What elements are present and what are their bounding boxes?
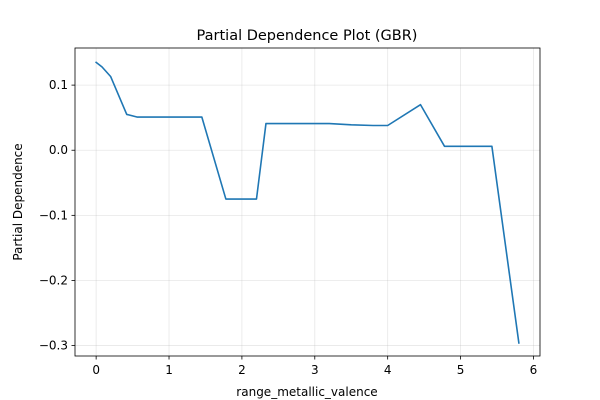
data-point (256, 198, 258, 200)
data-point (328, 123, 330, 125)
x-tick-label: 1 (165, 363, 173, 377)
chart-title: Partial Dependence Plot (GBR) (197, 28, 418, 44)
data-point (444, 145, 446, 147)
data-point (95, 61, 97, 63)
data-point (518, 342, 520, 344)
series-line-0 (95, 61, 520, 344)
x-tick-label: 6 (530, 363, 538, 377)
plot-frame (74, 47, 541, 357)
data-point (110, 76, 112, 78)
data-point (491, 145, 493, 147)
data-point (460, 145, 462, 147)
x-axis-label: range_metallic_valence (236, 385, 377, 399)
x-tick-label: 3 (311, 363, 319, 377)
x-tick-label: 5 (457, 363, 465, 377)
data-point (225, 198, 227, 200)
data-point (350, 124, 352, 126)
data-point (420, 104, 422, 106)
data-point (387, 125, 389, 127)
y-axis-label: Partial Dependence (11, 143, 25, 260)
y-tick-label: −0.2 (39, 273, 68, 287)
x-tick-label: 4 (384, 363, 392, 377)
y-tick-label: −0.3 (39, 339, 68, 353)
data-point (126, 114, 128, 116)
data-point (101, 66, 103, 68)
x-tick-label: 2 (238, 363, 246, 377)
data-point (136, 116, 138, 118)
data-point (265, 123, 267, 125)
y-tick-label: 0.1 (49, 78, 68, 92)
grid-layer (75, 48, 540, 356)
data-point (201, 116, 203, 118)
x-tick-label: 0 (92, 363, 100, 377)
data-point (285, 123, 287, 125)
series-layer (95, 61, 520, 344)
data-point (372, 125, 374, 127)
y-tick-label: 0.0 (49, 143, 68, 157)
data-point (241, 198, 243, 200)
tick-layer: 0 1 2 3 4 5 6 −0.3 −0.2 −0.1 0.0 0.1 (39, 78, 537, 377)
y-tick-label: −0.1 (39, 208, 68, 222)
